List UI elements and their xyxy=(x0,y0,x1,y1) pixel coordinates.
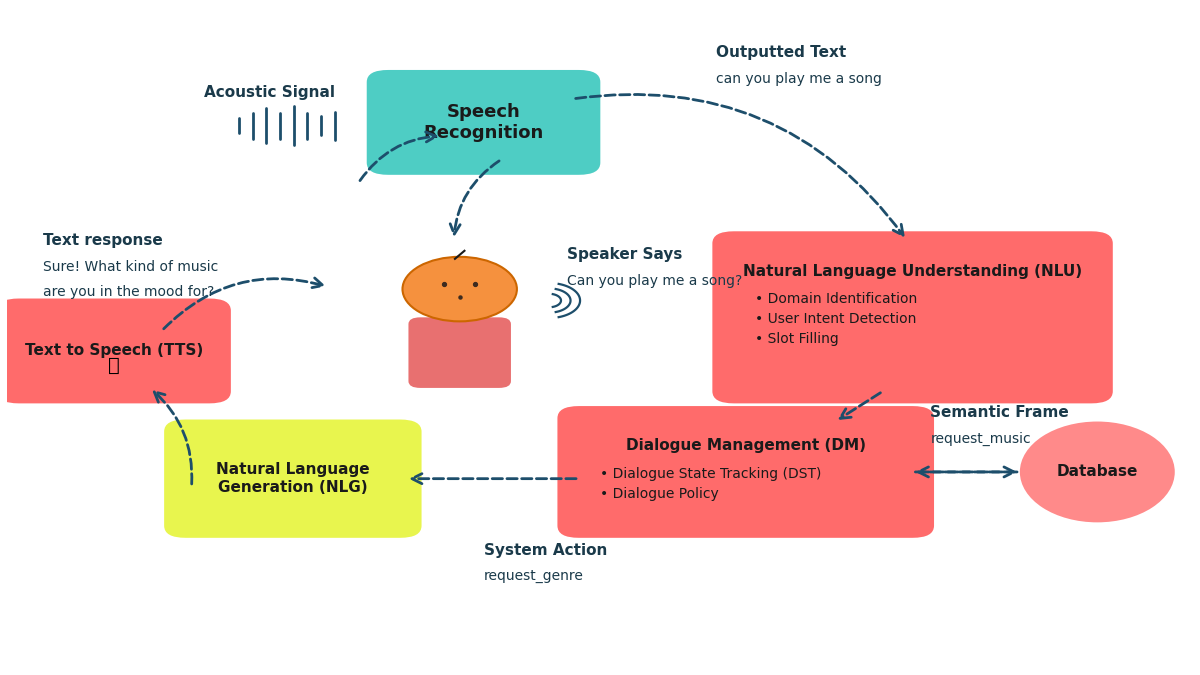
Text: • Slot Filling: • Slot Filling xyxy=(755,332,839,346)
Text: are you in the mood for?: are you in the mood for? xyxy=(42,285,214,299)
Ellipse shape xyxy=(1020,421,1175,522)
FancyBboxPatch shape xyxy=(713,232,1112,404)
Text: Speech
Recognition: Speech Recognition xyxy=(424,103,544,142)
FancyBboxPatch shape xyxy=(408,317,511,388)
Text: System Action: System Action xyxy=(484,543,607,558)
Text: request_genre: request_genre xyxy=(484,570,583,583)
Text: Natural Language
Generation (NLG): Natural Language Generation (NLG) xyxy=(216,462,370,495)
Text: 🔈: 🔈 xyxy=(108,356,120,375)
Text: Speaker Says: Speaker Says xyxy=(566,247,683,262)
Text: Text to Speech (TTS): Text to Speech (TTS) xyxy=(25,344,203,358)
FancyBboxPatch shape xyxy=(367,70,600,175)
Text: Outputted Text: Outputted Text xyxy=(716,45,846,60)
Text: Acoustic Signal: Acoustic Signal xyxy=(204,86,335,101)
Text: • User Intent Detection: • User Intent Detection xyxy=(755,312,917,326)
Text: • Dialogue State Tracking (DST): • Dialogue State Tracking (DST) xyxy=(600,466,822,481)
Text: • Domain Identification: • Domain Identification xyxy=(755,292,918,306)
Text: Dialogue Management (DM): Dialogue Management (DM) xyxy=(625,438,865,454)
Text: • Dialogue Policy: • Dialogue Policy xyxy=(600,487,719,501)
Circle shape xyxy=(402,256,517,321)
FancyBboxPatch shape xyxy=(0,298,230,404)
Text: Sure! What kind of music: Sure! What kind of music xyxy=(42,260,218,274)
Text: request_music: request_music xyxy=(930,431,1031,446)
Text: Can you play me a song?: Can you play me a song? xyxy=(566,273,743,288)
Text: can you play me a song: can you play me a song xyxy=(716,72,882,86)
FancyBboxPatch shape xyxy=(164,419,421,538)
FancyBboxPatch shape xyxy=(558,406,934,538)
Text: Semantic Frame: Semantic Frame xyxy=(930,405,1069,420)
Text: Natural Language Understanding (NLU): Natural Language Understanding (NLU) xyxy=(743,263,1082,279)
Text: Database: Database xyxy=(1057,464,1138,479)
Text: Text response: Text response xyxy=(42,234,162,248)
